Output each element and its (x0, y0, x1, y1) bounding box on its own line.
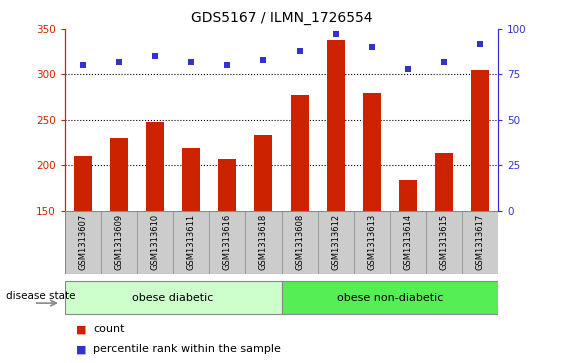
Bar (182, 148, 200, 211)
Text: GSM1313618: GSM1313618 (259, 214, 268, 270)
Point (476, 41, 485, 46)
Text: GSM1313608: GSM1313608 (295, 214, 304, 270)
Point (187, 59, 196, 65)
Point (331, 32, 340, 37)
Text: GSM1313607: GSM1313607 (78, 214, 87, 270)
Text: GSM1313610: GSM1313610 (150, 214, 159, 270)
Text: GSM1313612: GSM1313612 (331, 214, 340, 270)
Text: disease state: disease state (6, 291, 75, 301)
Bar (327, 40, 345, 211)
Text: ■: ■ (76, 325, 87, 334)
Point (114, 59, 123, 65)
Bar (435, 153, 453, 211)
Text: GSM1313615: GSM1313615 (440, 214, 449, 270)
Bar (363, 94, 381, 211)
Text: ■: ■ (76, 344, 87, 354)
Point (404, 66, 413, 72)
Point (223, 62, 232, 68)
Bar (471, 70, 489, 211)
Bar (282, 281, 498, 314)
Bar (74, 156, 92, 211)
Bar (399, 180, 417, 211)
Text: GSM1313614: GSM1313614 (404, 214, 413, 270)
Text: obese non-diabetic: obese non-diabetic (337, 293, 443, 303)
Point (440, 59, 449, 65)
Bar (146, 122, 164, 211)
Text: GSM1313616: GSM1313616 (223, 214, 232, 270)
Point (78, 62, 87, 68)
Text: GSM1313611: GSM1313611 (187, 214, 196, 270)
Text: percentile rank within the sample: percentile rank within the sample (93, 344, 281, 354)
Point (295, 48, 304, 54)
Title: GDS5167 / ILMN_1726554: GDS5167 / ILMN_1726554 (191, 11, 372, 25)
Text: count: count (93, 325, 124, 334)
Bar (218, 159, 236, 211)
Text: GSM1313609: GSM1313609 (114, 214, 123, 270)
Text: obese diabetic: obese diabetic (132, 293, 214, 303)
Bar (65, 281, 282, 314)
Point (259, 57, 268, 63)
Bar (110, 138, 128, 211)
Text: GSM1313613: GSM1313613 (367, 214, 376, 270)
Bar (254, 135, 272, 211)
Text: GSM1313617: GSM1313617 (476, 214, 485, 270)
Point (367, 44, 376, 50)
Bar (291, 95, 309, 211)
Point (150, 53, 159, 59)
